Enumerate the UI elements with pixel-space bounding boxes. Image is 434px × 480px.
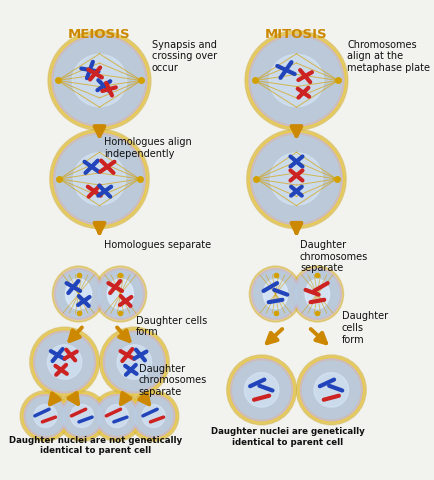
Ellipse shape xyxy=(244,372,279,407)
Ellipse shape xyxy=(302,361,360,419)
Ellipse shape xyxy=(26,397,65,435)
Ellipse shape xyxy=(57,391,107,441)
Text: Daughter
cells
form: Daughter cells form xyxy=(342,312,388,345)
Ellipse shape xyxy=(298,357,365,423)
Ellipse shape xyxy=(66,279,92,309)
Ellipse shape xyxy=(32,329,98,395)
Ellipse shape xyxy=(53,266,105,322)
Ellipse shape xyxy=(93,393,141,440)
Ellipse shape xyxy=(57,270,100,318)
Ellipse shape xyxy=(98,397,136,435)
Ellipse shape xyxy=(36,333,93,391)
Ellipse shape xyxy=(94,266,147,322)
Ellipse shape xyxy=(253,135,340,223)
Text: Daughter nuclei are not genetically
identical to parent cell: Daughter nuclei are not genetically iden… xyxy=(9,436,182,456)
Ellipse shape xyxy=(305,279,329,309)
Text: Homologues separate: Homologues separate xyxy=(104,240,211,250)
Text: MITOSIS: MITOSIS xyxy=(265,28,328,41)
Ellipse shape xyxy=(103,331,165,393)
Ellipse shape xyxy=(63,397,101,435)
Ellipse shape xyxy=(117,345,151,379)
Text: Daughter cells
form: Daughter cells form xyxy=(136,316,207,337)
Ellipse shape xyxy=(249,35,344,126)
Text: Chromosomes
align at the
metaphase plate: Chromosomes align at the metaphase plate xyxy=(347,39,430,72)
Ellipse shape xyxy=(263,279,288,309)
Ellipse shape xyxy=(254,270,297,318)
Ellipse shape xyxy=(251,37,342,124)
Ellipse shape xyxy=(251,133,342,225)
Ellipse shape xyxy=(95,395,138,437)
Ellipse shape xyxy=(300,359,362,421)
Text: Daughter
chromosomes
separate: Daughter chromosomes separate xyxy=(139,364,207,397)
Ellipse shape xyxy=(252,269,299,319)
Ellipse shape xyxy=(99,327,169,397)
Ellipse shape xyxy=(296,355,366,425)
Ellipse shape xyxy=(52,35,147,126)
Ellipse shape xyxy=(50,33,149,129)
Ellipse shape xyxy=(107,279,134,309)
Ellipse shape xyxy=(130,393,177,440)
Ellipse shape xyxy=(314,372,349,407)
Ellipse shape xyxy=(54,133,145,225)
Ellipse shape xyxy=(72,54,127,107)
Ellipse shape xyxy=(250,266,302,322)
Ellipse shape xyxy=(247,33,346,129)
Ellipse shape xyxy=(270,153,322,205)
Ellipse shape xyxy=(20,391,71,441)
Ellipse shape xyxy=(54,37,145,124)
Ellipse shape xyxy=(56,135,143,223)
Text: Homologues align
independently: Homologues align independently xyxy=(104,137,191,159)
Ellipse shape xyxy=(48,31,151,130)
Ellipse shape xyxy=(291,266,344,322)
Ellipse shape xyxy=(55,269,102,319)
Ellipse shape xyxy=(293,269,342,319)
Text: MEIOSIS: MEIOSIS xyxy=(68,28,131,41)
Ellipse shape xyxy=(105,333,163,391)
Ellipse shape xyxy=(99,270,142,318)
Text: Synapsis and
crossing over
occur: Synapsis and crossing over occur xyxy=(152,39,217,72)
Ellipse shape xyxy=(47,345,82,379)
Ellipse shape xyxy=(128,391,179,441)
Ellipse shape xyxy=(142,405,165,428)
Ellipse shape xyxy=(247,129,346,228)
Ellipse shape xyxy=(135,397,173,435)
Ellipse shape xyxy=(132,395,175,437)
Ellipse shape xyxy=(227,355,296,425)
Ellipse shape xyxy=(96,269,145,319)
Ellipse shape xyxy=(228,357,295,423)
Ellipse shape xyxy=(233,361,290,419)
Ellipse shape xyxy=(269,54,324,107)
Ellipse shape xyxy=(34,331,95,393)
Ellipse shape xyxy=(50,129,149,228)
Text: Daughter
chromosomes
separate: Daughter chromosomes separate xyxy=(300,240,368,273)
Ellipse shape xyxy=(101,329,168,395)
Ellipse shape xyxy=(249,131,345,227)
Ellipse shape xyxy=(61,395,103,437)
Ellipse shape xyxy=(105,405,128,428)
Ellipse shape xyxy=(24,395,67,437)
Ellipse shape xyxy=(71,405,94,428)
Ellipse shape xyxy=(34,405,57,428)
Ellipse shape xyxy=(30,327,99,397)
Ellipse shape xyxy=(230,359,293,421)
Ellipse shape xyxy=(245,31,348,130)
Ellipse shape xyxy=(22,393,69,440)
Text: Daughter nuclei are genetically
identical to parent cell: Daughter nuclei are genetically identica… xyxy=(211,427,365,447)
Ellipse shape xyxy=(92,391,142,441)
Ellipse shape xyxy=(296,270,339,318)
Ellipse shape xyxy=(52,131,148,227)
Ellipse shape xyxy=(59,393,105,440)
Ellipse shape xyxy=(73,153,125,205)
